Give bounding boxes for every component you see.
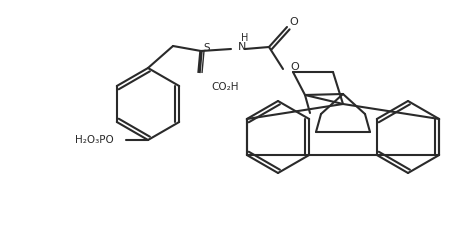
Text: O: O — [290, 17, 298, 27]
Text: S: S — [204, 43, 210, 53]
Text: N: N — [238, 42, 246, 52]
Text: O: O — [290, 62, 299, 72]
Text: CO₂H: CO₂H — [211, 82, 238, 92]
Text: H: H — [241, 33, 249, 43]
Text: H₂O₃PO: H₂O₃PO — [74, 135, 113, 145]
